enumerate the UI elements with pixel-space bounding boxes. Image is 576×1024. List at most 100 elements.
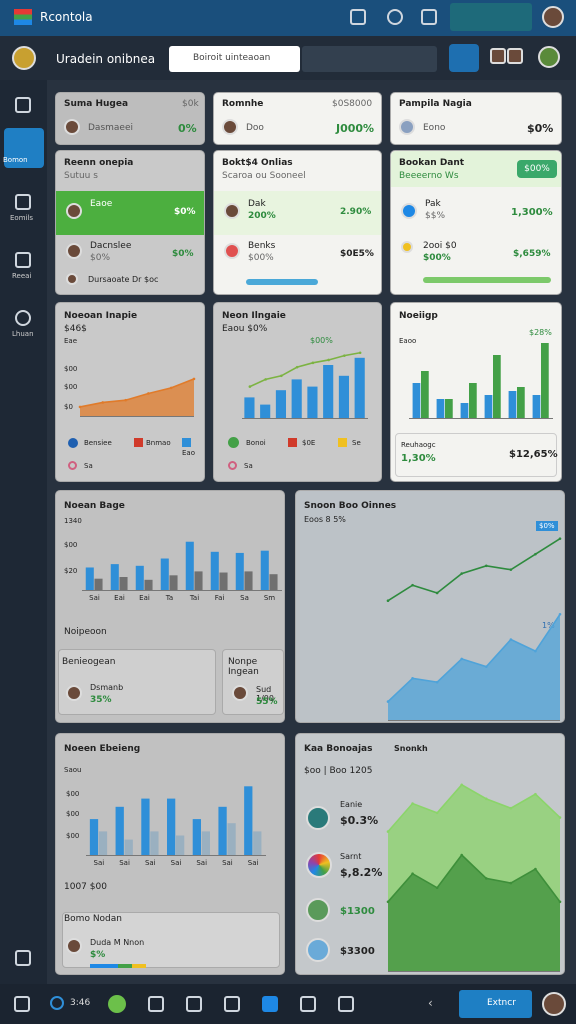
sub-card	[222, 649, 284, 715]
app-icon[interactable]	[108, 995, 126, 1013]
chart	[386, 537, 562, 721]
point	[484, 797, 488, 801]
sub-card-title: Benieogean	[62, 657, 116, 667]
home-icon[interactable]	[14, 996, 30, 1012]
sub-card-label: Sud 1/00	[256, 685, 274, 703]
app-icon[interactable]	[300, 996, 316, 1012]
card-title: Reenn onepia	[64, 158, 134, 168]
user-avatar[interactable]	[542, 6, 564, 28]
x-tick-label: Sai	[145, 859, 156, 867]
search-box[interactable]: Boiroit uinteaoan	[169, 46, 300, 72]
app-icon[interactable]	[262, 996, 278, 1012]
app-icon[interactable]	[224, 996, 240, 1012]
bar	[141, 798, 150, 856]
card-title: Bokt$4 Onlias	[222, 158, 293, 168]
avatar	[64, 119, 80, 135]
nav-icon[interactable]	[15, 252, 31, 268]
item-icon	[306, 852, 332, 878]
list-card: Bookan Dant Beeeerno Ws $00% Pak $$% 1,3…	[390, 150, 562, 295]
progress-bar	[90, 964, 146, 968]
home-icon[interactable]	[15, 97, 31, 113]
item-label: Sarnt	[340, 852, 362, 861]
point	[327, 358, 330, 362]
badge[interactable]: $00%	[517, 160, 557, 178]
card-title: Noean Bage	[64, 501, 125, 511]
calendar-icon[interactable]	[421, 9, 437, 25]
sub-card-label: Dsmanb	[90, 683, 124, 692]
nav-icon[interactable]	[15, 194, 31, 210]
header: Uradein onibnea Boiroit uinteaoan	[0, 36, 576, 80]
bar	[412, 383, 421, 419]
point	[101, 401, 105, 404]
row-label: Pak	[425, 199, 441, 209]
user-avatar[interactable]	[542, 992, 566, 1016]
bar	[124, 839, 133, 856]
card-subtitle: Eaou $0%	[222, 324, 268, 334]
row-value: $0E5%	[340, 249, 374, 259]
card-title: Bookan Dant	[399, 158, 465, 168]
axis-label: $00	[64, 541, 78, 549]
bar	[98, 831, 108, 856]
point	[509, 638, 513, 641]
nav-label[interactable]: Bomon	[3, 156, 28, 164]
card-subtitle: Saou	[64, 766, 82, 774]
line	[79, 378, 195, 408]
app-icon[interactable]	[148, 996, 164, 1012]
nav-label[interactable]: Lhuan	[12, 330, 34, 338]
app-icon[interactable]	[338, 996, 354, 1012]
chart: Sai Eai Eai Ta Tai Fai Sa Sm	[82, 541, 282, 602]
back-icon[interactable]: ‹	[428, 996, 433, 1010]
row-value: 1,300%	[511, 207, 553, 218]
point	[534, 552, 537, 556]
x-tick-label: Ta	[165, 594, 173, 602]
avatar	[222, 119, 238, 135]
bar	[460, 403, 469, 419]
row-sub: 200%	[248, 211, 276, 221]
point	[460, 572, 464, 575]
nav-icon[interactable]	[15, 310, 31, 326]
row-label: Benks	[248, 241, 276, 251]
card-label: Doo	[246, 123, 264, 133]
avatar	[399, 119, 415, 135]
nav-label[interactable]: Eomils	[10, 214, 34, 222]
action-button[interactable]: Extncr	[459, 990, 532, 1018]
notification-icon[interactable]	[387, 9, 403, 25]
item-value: $0.3%	[340, 814, 379, 827]
row-label: Eaoe	[90, 199, 113, 209]
card-title: Pampila Nagia	[399, 99, 472, 109]
bar	[160, 558, 169, 591]
axis-label: 1340	[64, 517, 82, 525]
axis-label: $00	[64, 383, 78, 391]
x-tick-label: Eai	[114, 594, 125, 602]
axis-label: $20	[64, 567, 78, 575]
chart-card: Snoon Boo Oinnes Eoos 8 5% $0% 1%	[295, 490, 565, 723]
search-icon[interactable]	[350, 9, 366, 25]
bar	[89, 819, 99, 856]
chart-card: Neon Ilngaie Eaou $0% $00% Bonoi $0E Se …	[213, 302, 382, 482]
list-row-highlight[interactable]	[214, 191, 381, 235]
action-button[interactable]	[449, 44, 479, 72]
account-button[interactable]	[450, 3, 532, 31]
search-field[interactable]	[302, 46, 437, 72]
legend-label: $0E	[302, 439, 316, 447]
progress-bar	[246, 279, 318, 285]
nav-active[interactable]	[4, 128, 44, 168]
nav-label[interactable]: Reeai	[12, 272, 32, 280]
line	[387, 537, 561, 602]
home-icon[interactable]	[15, 950, 31, 966]
card-tag: $0k	[182, 99, 199, 109]
sub-card	[58, 649, 216, 715]
point	[460, 657, 464, 661]
bar	[508, 391, 517, 419]
point	[78, 405, 82, 409]
row-label: Dursaoate Dr $oc	[88, 275, 159, 284]
bar	[169, 575, 178, 591]
bar	[227, 823, 236, 856]
point	[311, 361, 315, 365]
footer-value: 1,30%	[401, 453, 436, 464]
card-title: Noeoan Inapie	[64, 311, 138, 321]
card-tag: $0S8000	[332, 99, 373, 109]
app-icon[interactable]	[186, 996, 202, 1012]
bar	[150, 831, 159, 856]
bar	[192, 819, 201, 856]
